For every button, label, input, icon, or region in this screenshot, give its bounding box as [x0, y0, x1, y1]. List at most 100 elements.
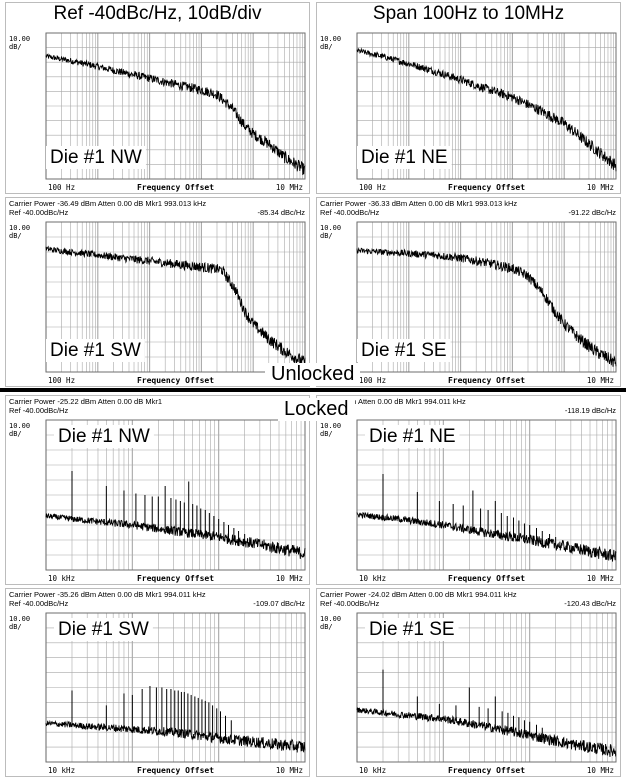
x-start-label: 10 kHz	[359, 766, 386, 775]
noise-trace	[356, 247, 617, 367]
die-label: Die #1 SW	[50, 340, 141, 361]
carrier-power-readout: Carrier Power -36.49 dBm Atten 0.00 dB M…	[9, 199, 207, 208]
panel-locked-nw: Carrier Power -25.22 dBm Atten 0.00 dB M…	[5, 395, 310, 585]
plot-frame	[45, 612, 306, 763]
plot-frame	[45, 221, 306, 373]
die-label: Die #1 NE	[369, 426, 456, 447]
marker-value-readout: -91.22 dBc/Hz	[568, 208, 616, 217]
panel-locked-ne: 18.97 dBm Atten 0.00 dB Mkr1 994.011 kHz…	[316, 395, 621, 585]
marker-value-readout: -120.43 dBc/Hz	[564, 599, 616, 608]
x-end-label: 10 MHz	[587, 574, 614, 583]
carrier-power-readout: Carrier Power -36.33 dBm Atten 0.00 dB M…	[320, 199, 518, 208]
scale-label-top: 10.00	[320, 615, 341, 623]
marker-value-readout: -109.07 dBc/Hz	[253, 599, 305, 608]
plot-frame	[356, 221, 617, 373]
x-axis-label: Frequency Offset	[448, 766, 525, 775]
noise-trace	[356, 47, 617, 172]
x-end-label: 10 MHz	[587, 376, 614, 385]
die-label: Die #1 NW	[50, 147, 142, 168]
x-start-label: 100 Hz	[48, 183, 75, 192]
noise-trace	[356, 707, 617, 757]
x-end-label: 10 MHz	[276, 183, 303, 192]
scale-label-unit: dB/	[9, 430, 22, 438]
noise-trace	[45, 719, 306, 753]
die-label: Die #1 SW	[58, 619, 149, 640]
ref-scale-title: Ref -40dBc/Hz, 10dB/div	[53, 3, 262, 24]
ref-level-readout: Ref -40.00dBc/Hz	[9, 208, 69, 217]
panel-locked-se: Carrier Power -24.02 dBm Atten 0.00 dB M…	[316, 588, 621, 777]
panel-unlocked-sw: Carrier Power -36.49 dBm Atten 0.00 dB M…	[5, 197, 310, 387]
scale-label-top: 10.00	[9, 224, 30, 232]
noise-trace	[45, 513, 306, 559]
scale-label-top: 10.00	[9, 615, 30, 623]
spectrum-plot-unlocked-ne: 10.00dB/100 Hz Frequency Offset 10 MHz Die …	[320, 32, 617, 192]
plot-frame	[356, 32, 617, 180]
x-start-label: 100 Hz	[48, 376, 75, 385]
x-end-label: 10 MHz	[276, 766, 303, 775]
carrier-power-readout: 18.97 dBm Atten 0.00 dB Mkr1 994.011 kHz	[320, 397, 466, 406]
x-start-label: 10 kHz	[48, 766, 75, 775]
x-axis-label: Frequency Offset	[448, 574, 525, 583]
plot-frame	[356, 612, 617, 763]
carrier-power-readout: Carrier Power -35.26 dBm Atten 0.00 dB M…	[9, 590, 206, 599]
scale-label-top: 10.00	[9, 422, 30, 430]
panel-unlocked-ne: Span 100Hz to 10MHz 10.00 dB/100 Hz Frequen…	[316, 2, 621, 194]
scale-label-top: 10.00	[320, 35, 341, 43]
die-label: Die #1 NW	[58, 426, 150, 447]
carrier-power-readout: Carrier Power -25.22 dBm Atten 0.00 dB M…	[9, 397, 162, 406]
ref-level-readout: Ref -40.00dBc/Hz	[9, 599, 69, 608]
x-axis-label: Frequency Offset	[137, 574, 214, 583]
marker-value-readout: -85.34 dBc/Hz	[257, 208, 305, 217]
x-end-label: 10 MHz	[587, 183, 614, 192]
scale-label-top: 10.00	[320, 224, 341, 232]
marker-value-readout: -118.19 dBc/Hz	[564, 406, 616, 415]
x-axis-label: Frequency Offset	[137, 766, 214, 775]
noise-trace	[356, 511, 617, 562]
x-axis-label: Frequency Offset	[448, 376, 525, 385]
x-axis-label: Frequency Offset	[448, 183, 525, 192]
scale-label-unit: dB/	[320, 430, 333, 438]
noise-trace	[45, 53, 306, 176]
scale-label-unit: dB/	[320, 232, 333, 240]
scale-label-unit: dB/	[320, 623, 333, 631]
plot-frame	[45, 419, 306, 571]
die-label: Die #1 SE	[361, 340, 447, 361]
spectrum-plot-locked-se: 10.00dB/10 kHz Frequency Offset 10 MHz Die …	[320, 612, 617, 775]
plot-frame	[356, 419, 617, 571]
spectrum-plot-locked-ne: 10.00dB/10 kHz Frequency Offset 10 MHz Die …	[320, 419, 617, 583]
spectrum-plot-locked-nw: 10.00dB/10 kHz Frequency Offset 10 MHz Die …	[9, 419, 306, 583]
spectrum-plot-unlocked-se: 10.00dB/100 Hz Frequency Offset 10 MHz Die …	[320, 221, 617, 385]
spectrum-plot-locked-sw: 10.00dB/10 kHz Frequency Offset 10 MHz Die …	[9, 612, 306, 775]
scale-label-top: 10.00	[320, 422, 341, 430]
ref-level-readout: Ref -40.00dBc/Hz	[320, 599, 380, 608]
scale-label-unit: dB/	[9, 623, 22, 631]
noise-trace	[45, 245, 306, 366]
scale-label-unit: dB/	[9, 43, 22, 51]
panel-locked-sw: Carrier Power -35.26 dBm Atten 0.00 dB M…	[5, 588, 310, 777]
unlocked-locked-divider	[0, 388, 626, 392]
scale-label-unit: dB/	[9, 232, 22, 240]
x-start-label: 10 kHz	[359, 574, 386, 583]
x-axis-label: Frequency Offset	[137, 183, 214, 192]
spectrum-plot-unlocked-nw: 10.00dB/100 Hz Frequency Offset 10 MHz Die …	[9, 32, 306, 192]
locked-label: Locked	[278, 398, 355, 421]
unlocked-label: Unlocked	[265, 363, 361, 386]
x-end-label: 10 MHz	[276, 574, 303, 583]
ref-level-readout: Ref -40.00dBc/Hz	[320, 208, 380, 217]
x-start-label: 100 Hz	[359, 183, 386, 192]
carrier-power-readout: Carrier Power -24.02 dBm Atten 0.00 dB M…	[320, 590, 517, 599]
ref-level-readout: Ref -40.00dBc/Hz	[9, 406, 69, 415]
panel-unlocked-nw: Ref -40dBc/Hz, 10dB/div 10.00 dB/100 Hz Fre…	[5, 2, 310, 194]
die-label: Die #1 SE	[369, 619, 455, 640]
x-end-label: 10 MHz	[587, 766, 614, 775]
scale-label-top: 10.00	[9, 35, 30, 43]
x-start-label: 10 kHz	[48, 574, 75, 583]
plot-frame	[45, 32, 306, 180]
scale-label-unit: dB/	[320, 43, 333, 51]
panel-unlocked-se: Carrier Power -36.33 dBm Atten 0.00 dB M…	[316, 197, 621, 387]
x-start-label: 100 Hz	[359, 376, 386, 385]
die-label: Die #1 NE	[361, 147, 448, 168]
x-axis-label: Frequency Offset	[137, 376, 214, 385]
span-title: Span 100Hz to 10MHz	[372, 3, 565, 24]
